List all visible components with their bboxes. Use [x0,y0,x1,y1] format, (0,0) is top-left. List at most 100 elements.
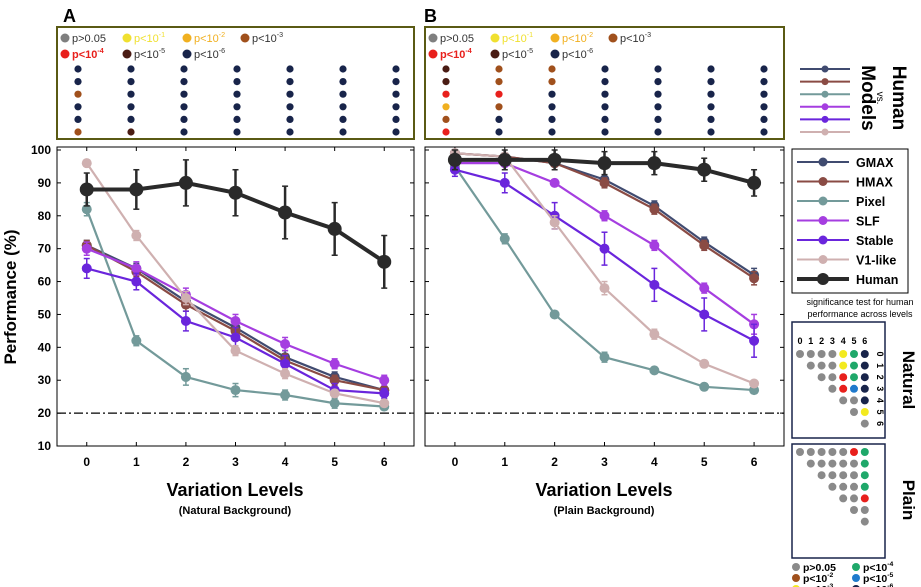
sig-matrix-dot [601,103,609,111]
data-point-slf [230,316,241,327]
legend-marker [818,196,828,206]
sig-matrix-dot [74,115,82,123]
sig-matrix-dot [548,128,556,136]
legend-marker [818,216,828,225]
data-point-stable [180,316,191,327]
sig-matrix-dot [339,115,347,123]
level-significance-dot [860,350,869,358]
sig-legend-dot [428,33,438,43]
data-point-v1-like [379,398,390,409]
data-point-v1-like [599,283,610,294]
sig-matrix-dot [180,115,188,123]
data-point-human [747,175,762,190]
level-significance-dot [860,408,869,416]
data-point-stable [599,243,610,254]
levels-legend-label: p<10-2 [803,572,834,585]
data-point-human [377,254,392,269]
data-point-v1-like [280,368,291,379]
y-tick-label: 80 [38,209,52,223]
plain-levels-matrix [796,448,869,526]
level-significance-dot [850,373,858,382]
sig-matrix-dot [339,78,347,86]
level-significance-dot [860,506,869,514]
level-significance-dot [839,384,848,393]
hvm-key-marker [821,65,829,73]
legend-marker [818,177,828,186]
y-tick-label: 50 [38,307,52,321]
x-tick-label: 0 [452,455,459,469]
x-tick-label: 3 [601,455,608,469]
human-label: Human [888,66,909,130]
levels-caption-2: performance across levels [807,309,913,319]
sig-matrix-dot [286,128,294,136]
legend-marker [818,235,828,245]
level-significance-dot [828,448,837,456]
sig-matrix-dot [495,90,503,98]
sig-matrix-dot [392,103,400,111]
data-point-stable [280,358,291,369]
panel-a-letter: A [63,6,76,26]
sig-matrix-dot [654,115,662,123]
sig-matrix-dot [127,65,135,73]
data-point-stable [379,388,390,399]
plot-b: 0 1 2 3 4 5 6 [425,147,784,469]
x-tick-label: 0 [83,455,90,469]
data-point-v1-like [749,378,760,389]
level-column-label: 3 [830,336,835,346]
x-tick-label: 3 [232,455,239,469]
level-significance-dot [817,471,826,480]
sig-matrix-dot [74,128,82,136]
level-row-label: 0 [875,351,885,356]
level-significance-dot [850,448,858,456]
level-significance-dot [860,419,869,428]
sig-matrix-dot [74,103,82,111]
human-vs-models-box-a [56,26,415,140]
level-significance-dot [806,361,815,370]
data-point-v1-like [649,329,660,340]
sig-matrix-dot [495,115,503,123]
sig-matrix-dot [548,65,556,73]
y-tick-label: 90 [38,176,52,190]
level-significance-dot [828,459,837,468]
legend-marker [818,157,828,167]
levels-legend-dot [792,563,800,571]
level-significance-dot [850,384,858,393]
data-point-pixel [699,381,710,392]
data-point-slf [280,339,291,350]
data-point-pixel [649,365,660,376]
sig-legend-label: p<10-6 [194,47,225,61]
level-significance-dot [817,459,826,468]
sig-matrix-dot [180,90,188,98]
sig-matrix-dot [339,128,347,136]
data-point-human [497,152,512,167]
data-point-pixel [280,390,291,401]
sig-matrix-dot [760,128,768,136]
sig-matrix-dot [760,65,768,73]
sig-matrix-dot [442,128,450,136]
data-point-slf [649,240,660,251]
data-point-pixel [329,398,340,409]
sig-matrix-dot [654,65,662,73]
level-significance-dot [828,482,837,491]
y-tick-label: 20 [38,406,52,420]
x-tick-label: 2 [551,455,558,469]
sig-matrix-dot [442,65,450,73]
legend-label: Pixel [856,195,885,209]
sig-legend-dot [122,49,132,59]
level-column-label: 1 [808,336,813,346]
level-significance-dot [860,471,869,480]
legend-label: Stable [856,234,894,248]
natural-levels-box [791,321,886,439]
level-significance-dot [839,396,848,405]
level-significance-dot [806,459,815,468]
x-axis-label-a: Variation Levels [166,480,303,500]
sig-matrix-dot [127,103,135,111]
sig-matrix-dot [548,78,556,86]
level-significance-dot [850,361,858,370]
sig-matrix-dot [180,103,188,111]
x-tick-label: 5 [701,455,708,469]
sig-matrix-dot [601,90,609,98]
data-point-v1-like [549,217,560,228]
level-significance-dot [839,361,848,370]
